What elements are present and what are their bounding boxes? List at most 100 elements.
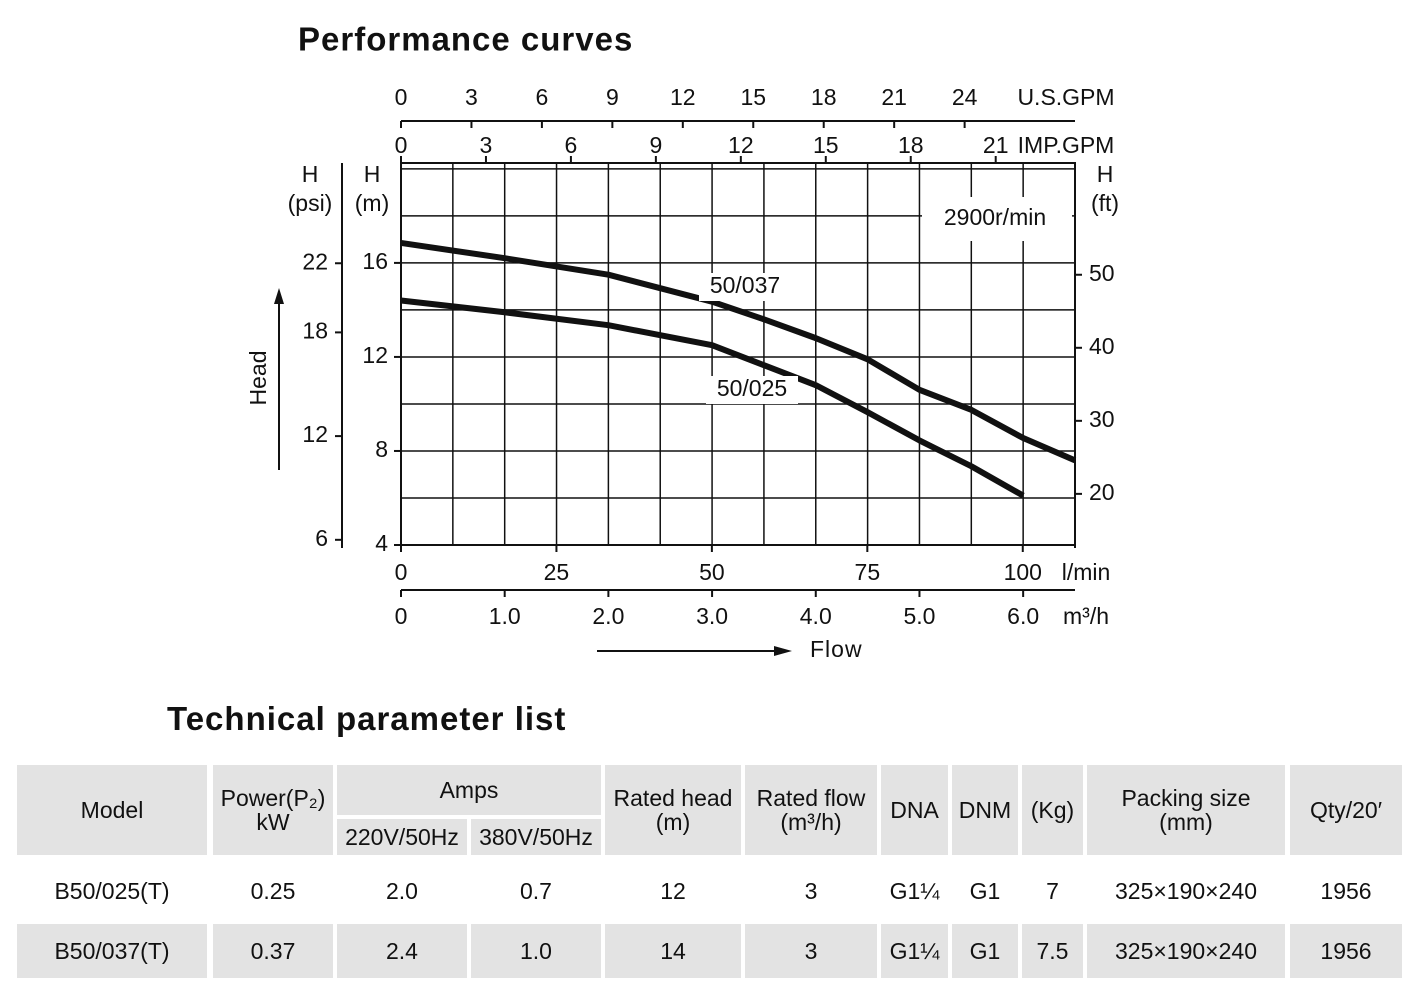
tick-label: 6 [315, 525, 328, 551]
axis-unit: (psi) [288, 190, 333, 216]
x-axis-label: Flow [810, 636, 863, 662]
series-label: 50/025 [717, 375, 787, 401]
cell-text: Amps [439, 777, 499, 803]
table-cell: 0.7 [471, 862, 601, 920]
tick-label: 3 [480, 132, 493, 158]
table-cell: B50/037(T) [17, 924, 207, 978]
tick-label: 20 [1089, 479, 1115, 505]
tick-label: 8 [375, 436, 388, 462]
tick-label: 12 [728, 132, 754, 158]
curve [400, 239, 1077, 464]
head-arrowhead [274, 288, 284, 304]
tick-label: 18 [302, 317, 328, 343]
flow-arrowhead [774, 646, 792, 656]
tick-label: 6.0 [1007, 603, 1039, 629]
cell-text: 3 [804, 878, 818, 904]
cell-text: Power(P₂) [220, 785, 326, 811]
cell-text: DNM [958, 797, 1012, 823]
cell-text: B50/025(T) [54, 878, 170, 904]
cell-text: Rated head [613, 785, 733, 811]
header-cell: (Kg) [1022, 765, 1083, 855]
table-cell: G1 [952, 924, 1018, 978]
table-cell: B50/025(T) [17, 862, 207, 920]
cell-text: 325×190×240 [1115, 878, 1257, 904]
table-cell: 7.5 [1022, 924, 1083, 978]
header-cell: Qty/20′ [1290, 765, 1402, 855]
tick-label: 12 [302, 421, 328, 447]
axis-unit: l/min [1062, 559, 1111, 585]
cell-text: Packing size [1121, 785, 1251, 811]
cell-text: 1956 [1320, 938, 1372, 964]
table-cell: 14 [605, 924, 741, 978]
cell-text: 14 [660, 938, 686, 964]
tick-label: 16 [362, 248, 388, 274]
cell-text: B50/037(T) [54, 938, 170, 964]
axis-unit: H [1097, 161, 1114, 187]
tick-label: 6 [565, 132, 578, 158]
cell-text: G1¼ [889, 878, 940, 904]
tick-label: 4 [375, 530, 388, 556]
cell-text: G1 [969, 878, 1001, 904]
tick-label: 15 [813, 132, 839, 158]
cell-text: 3 [804, 938, 818, 964]
annotation-box [922, 197, 1072, 241]
table-cell: 0.25 [213, 862, 333, 920]
tick-label: 50 [1089, 260, 1115, 286]
tick-label: 1.0 [489, 603, 521, 629]
header-cell: Power(P₂) kW [213, 765, 333, 855]
tick-label: 12 [362, 342, 388, 368]
y-axis-label: Head [245, 351, 271, 406]
tick-label: 100 [1004, 559, 1042, 585]
cell-text: 220V/50Hz [345, 824, 459, 850]
table-cell: G1¼ [881, 924, 948, 978]
cell-text: (mm) [1159, 809, 1213, 835]
tick-label: 18 [811, 84, 837, 110]
tick-label: 0 [395, 559, 408, 585]
tick-label: 24 [952, 84, 978, 110]
cell-text: 7.5 [1036, 938, 1069, 964]
tick-label: 3.0 [696, 603, 728, 629]
tick-label: 22 [302, 248, 328, 274]
header-cell: Rated head (m) [605, 765, 741, 855]
tick-label: 21 [881, 84, 907, 110]
table-cell: G1 [952, 862, 1018, 920]
header-cell: 220V/50Hz [337, 819, 467, 855]
series-label-bg [706, 376, 798, 404]
axis-unit: H [302, 161, 319, 187]
table-cell: 2.4 [337, 924, 467, 978]
series-label: 50/037 [710, 272, 780, 298]
tick-label: 12 [670, 84, 696, 110]
table-title: Technical parameter list [167, 700, 567, 737]
tick-label: 75 [855, 559, 881, 585]
cell-text: 12 [660, 878, 686, 904]
axis-unit: (m) [355, 190, 389, 216]
tick-label: 25 [544, 559, 570, 585]
tick-label: 30 [1089, 406, 1115, 432]
tick-label: 0 [395, 132, 408, 158]
tick-label: 6 [536, 84, 549, 110]
cell-text: G1 [969, 938, 1001, 964]
table-cell: 3 [745, 862, 877, 920]
tick-label: 18 [898, 132, 924, 158]
axis-unit: U.S.GPM [1017, 84, 1114, 110]
cell-text: 2.4 [386, 938, 418, 964]
tick-label: 50 [699, 559, 725, 585]
cell-text: 380V/50Hz [479, 824, 593, 850]
table-cell: 7 [1022, 862, 1083, 920]
header-cell: DNM [952, 765, 1018, 855]
cell-text: 0.25 [250, 878, 296, 904]
annotation: 2900r/min [944, 204, 1046, 230]
cell-text: G1¼ [889, 938, 940, 964]
table-cell: 12 [605, 862, 741, 920]
axis-unit: (ft) [1091, 190, 1119, 216]
cell-text: 1956 [1320, 878, 1372, 904]
tick-label: 5.0 [903, 603, 935, 629]
axis-unit: m³/h [1063, 603, 1109, 629]
table-cell: 3 [745, 924, 877, 978]
tick-label: 2.0 [592, 603, 624, 629]
cell-text: 0.37 [250, 938, 296, 964]
cell-text: Qty/20′ [1309, 797, 1383, 823]
table-cell: 325×190×240 [1087, 924, 1285, 978]
table-cell: 1956 [1290, 862, 1402, 920]
